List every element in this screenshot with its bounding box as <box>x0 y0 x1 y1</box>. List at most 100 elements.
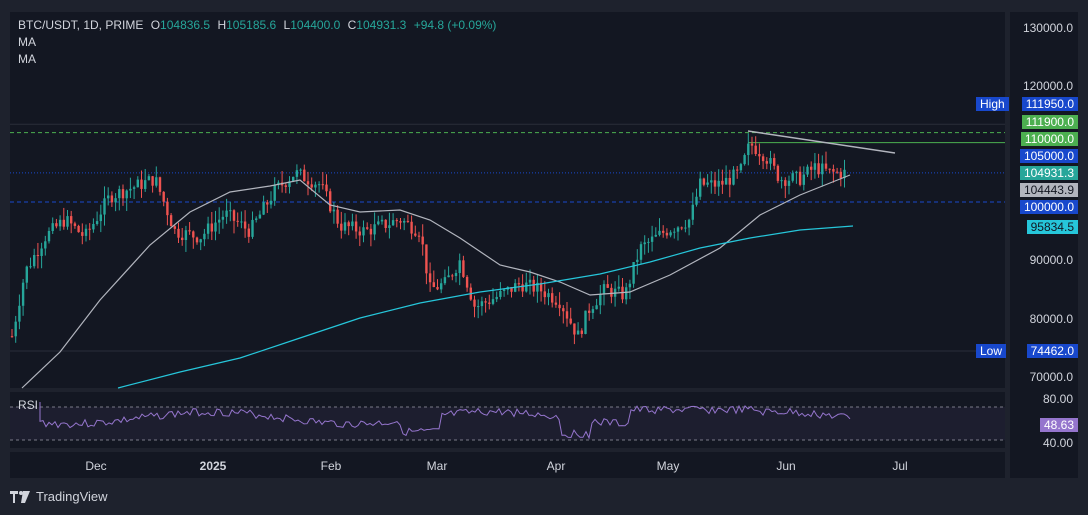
candle-body <box>562 308 565 312</box>
candle-body <box>528 279 532 283</box>
candle-body <box>658 230 661 235</box>
candle-body <box>525 282 528 292</box>
price-axis-tick: 80000.0 <box>1029 312 1073 326</box>
candle-body <box>451 275 454 277</box>
candle-body <box>547 293 550 298</box>
candle-body <box>29 266 32 268</box>
candle-body <box>750 143 754 146</box>
candle-body <box>532 279 535 292</box>
candle-body <box>817 163 820 175</box>
high-value: 105185.6 <box>226 18 277 32</box>
candle-body <box>232 210 236 221</box>
candle-body <box>325 184 328 192</box>
candle-body <box>628 283 632 288</box>
candle-body <box>610 287 613 297</box>
candle-body <box>40 248 43 256</box>
tradingview-logo-icon <box>10 490 30 503</box>
candle-body <box>421 236 424 245</box>
rsi-indicator-label[interactable]: RSI <box>18 398 39 412</box>
candle-body <box>606 284 609 288</box>
candle-body <box>784 180 787 186</box>
candle-body <box>599 294 602 306</box>
symbol-legend: BTC/USDT, 1D, PRIME O104836.5 H105185.6 … <box>18 17 496 68</box>
price-axis-tick: 90000.0 <box>1029 253 1073 267</box>
candle-body <box>669 232 672 236</box>
candle-body <box>299 169 302 171</box>
candle-body <box>813 163 817 170</box>
candle-body <box>676 227 680 232</box>
symbol-title[interactable]: BTC/USDT, 1D, PRIME <box>18 18 144 32</box>
candle-body <box>384 219 387 229</box>
ma-indicator-label-1[interactable]: MA <box>18 35 36 49</box>
low-value: 104400.0 <box>290 18 341 32</box>
candle-body <box>362 227 365 236</box>
candle-body <box>314 184 317 188</box>
candle-body <box>843 169 846 179</box>
candle-body <box>687 219 691 228</box>
candle-body <box>691 204 694 220</box>
candle-body <box>166 201 169 216</box>
open-key: O <box>150 18 161 32</box>
candle-body <box>369 228 373 235</box>
close-key: C <box>347 18 357 32</box>
candle-body <box>292 176 295 182</box>
candle-body <box>480 301 484 307</box>
tradingview-footer[interactable]: TradingView <box>10 489 108 504</box>
candle-body <box>839 171 842 179</box>
rsi-pane-bg <box>10 392 1005 448</box>
candle-body <box>403 220 406 223</box>
candle-body <box>25 266 28 283</box>
candle-body <box>229 210 232 212</box>
candle-body <box>798 171 802 185</box>
candle-body <box>129 188 132 191</box>
candle-body <box>251 219 254 237</box>
candle-body <box>588 310 591 313</box>
candle-body <box>47 230 51 242</box>
candle-body <box>617 286 620 289</box>
candle-body <box>125 190 128 199</box>
candle-body <box>595 305 598 310</box>
candle-body <box>107 195 110 199</box>
candle-body <box>36 255 40 257</box>
candle-body <box>158 177 162 192</box>
candle-body <box>81 232 84 236</box>
candle-body <box>662 230 665 233</box>
candle-body <box>395 220 398 222</box>
candle-body <box>436 286 439 290</box>
candle-body <box>665 232 669 236</box>
candle-body <box>295 170 299 177</box>
candle-body <box>639 244 643 260</box>
candle-body <box>558 304 561 309</box>
candle-body <box>699 178 702 197</box>
candle-body <box>10 336 14 338</box>
change-value: +94.8 (+0.09%) <box>413 18 497 32</box>
time-axis-tick: Dec <box>85 459 107 473</box>
ma-indicator-label-2[interactable]: MA <box>18 52 36 66</box>
candle-body <box>443 277 447 284</box>
candle-body <box>695 196 698 205</box>
candle-body <box>636 259 639 263</box>
price-axis-tick: 70000.0 <box>1029 370 1073 384</box>
candle-body <box>258 214 262 219</box>
candle-body <box>821 163 824 175</box>
candle-body <box>828 168 831 170</box>
candle-body <box>354 221 358 232</box>
candle-body <box>732 169 735 185</box>
candle-body <box>650 236 654 242</box>
candle-body <box>110 195 114 203</box>
candle-body <box>70 216 73 224</box>
low-price-tag: 74462.0 <box>1026 344 1078 358</box>
candle-body <box>218 219 221 223</box>
tradingview-brand: TradingView <box>36 489 108 504</box>
close-value: 104931.3 <box>356 18 407 32</box>
candle-body <box>673 231 676 233</box>
candle-body <box>255 218 258 220</box>
high-price-tag: 111950.0 <box>1021 97 1078 111</box>
candle-body <box>88 228 91 230</box>
price-axis-bg <box>1010 12 1078 478</box>
candle-body <box>502 289 506 292</box>
candle-body <box>551 293 554 303</box>
low-key: L <box>283 18 291 32</box>
candle-body <box>366 227 369 229</box>
